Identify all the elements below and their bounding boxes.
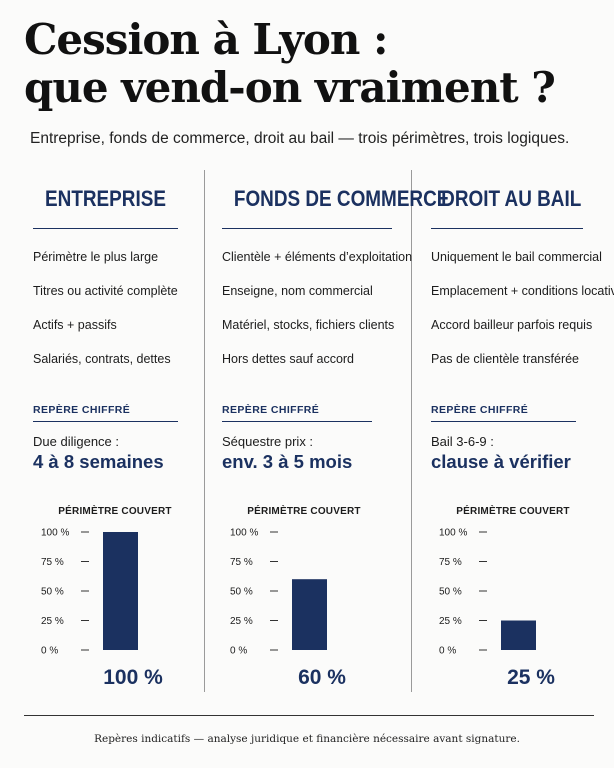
feature-item: Clientèle + éléments d’exploitation <box>222 250 413 264</box>
column-heading: ENTREPRISE <box>45 186 166 211</box>
y-tick-label: 0 % <box>439 646 456 657</box>
chart-title: PÉRIMÈTRE COUVERT <box>456 506 570 517</box>
subtitle: Entreprise, fonds de commerce, droit au … <box>30 130 570 147</box>
perimetre-bar <box>501 620 536 650</box>
chart-title: PÉRIMÈTRE COUVERT <box>58 506 172 517</box>
repere-rule <box>33 421 178 422</box>
y-tick-label: 25 % <box>439 616 462 627</box>
y-tick-label: 50 % <box>41 587 64 598</box>
chart-value-label: 100 % <box>103 666 163 689</box>
column-heading: FONDS DE COMMERCE <box>233 186 450 211</box>
repere-caption: Séquestre prix : <box>222 434 314 449</box>
y-tick-label: 100 % <box>230 528 258 539</box>
feature-item: Hors dettes sauf accord <box>222 352 355 366</box>
perimetre-chart: 0 % 25 % 50 % 75 % 100 % <box>439 528 536 657</box>
y-tick-label: 25 % <box>41 616 64 627</box>
feature-item: Enseigne, nom commercial <box>222 284 373 298</box>
y-tick-label: 0 % <box>230 646 247 657</box>
y-tick-label: 100 % <box>439 528 467 539</box>
repere-rule <box>431 421 576 422</box>
y-tick-label: 100 % <box>41 528 69 539</box>
chart-title: PÉRIMÈTRE COUVERT <box>247 506 361 517</box>
y-tick-label: 75 % <box>230 557 253 568</box>
repere-caption: Bail 3-6-9 : <box>431 434 494 449</box>
feature-item: Actifs + passifs <box>33 318 117 332</box>
heading-rule <box>431 228 583 229</box>
column-fonds-de-commerce: FONDS DE COMMERCE Clientèle + éléments d… <box>222 170 450 700</box>
column-divider <box>411 170 412 692</box>
perimetre-bar <box>292 579 327 650</box>
perimetre-chart: 0 % 25 % 50 % 75 % 100 % <box>41 528 138 657</box>
y-tick-label: 0 % <box>41 646 58 657</box>
repere-label: REPÈRE CHIFFRÉ <box>33 404 131 416</box>
column-droit-au-bail: DROIT AU BAIL Uniquement le bail commerc… <box>431 170 614 700</box>
repere-label: REPÈRE CHIFFRÉ <box>431 404 529 416</box>
column-heading: DROIT AU BAIL <box>441 186 582 211</box>
repere-value: 4 à 8 semaines <box>33 451 164 472</box>
feature-item: Périmètre le plus large <box>33 250 159 264</box>
chart-value-label: 25 % <box>507 666 555 689</box>
repere-caption: Due diligence : <box>33 434 119 449</box>
feature-item: Matériel, stocks, fichiers clients <box>222 318 395 332</box>
title-line-1: Cession à Lyon : <box>24 15 389 64</box>
y-tick-label: 50 % <box>230 587 253 598</box>
feature-item: Accord bailleur parfois requis <box>431 318 593 332</box>
repere-value: env. 3 à 5 mois <box>222 451 353 472</box>
feature-item: Pas de clientèle transférée <box>431 352 580 366</box>
repere-label: REPÈRE CHIFFRÉ <box>222 404 320 416</box>
heading-rule <box>222 228 392 229</box>
feature-item: Emplacement + conditions locatives <box>431 284 614 298</box>
column-divider <box>204 170 205 692</box>
perimetre-bar <box>103 532 138 650</box>
footnote: Repères indicatifs — analyse juridique e… <box>94 733 520 745</box>
feature-item: Uniquement le bail commercial <box>431 250 602 264</box>
heading-rule <box>33 228 178 229</box>
feature-item: Salariés, contrats, dettes <box>33 352 171 366</box>
perimetre-chart: 0 % 25 % 50 % 75 % 100 % <box>230 528 327 657</box>
repere-rule <box>222 421 372 422</box>
footer-rule <box>24 715 594 716</box>
y-tick-label: 75 % <box>439 557 462 568</box>
y-tick-label: 50 % <box>439 587 462 598</box>
feature-item: Titres ou activité complète <box>33 284 178 298</box>
column-entreprise: ENTREPRISE Périmètre le plus large Titre… <box>33 170 213 700</box>
y-tick-label: 25 % <box>230 616 253 627</box>
y-tick-label: 75 % <box>41 557 64 568</box>
title-line-2: que vend-on vraiment ? <box>24 63 556 112</box>
chart-value-label: 60 % <box>298 666 346 689</box>
repere-value: clause à vérifier <box>431 451 571 472</box>
page-title: Cession à Lyon : que vend-on vraiment ? <box>24 15 556 112</box>
